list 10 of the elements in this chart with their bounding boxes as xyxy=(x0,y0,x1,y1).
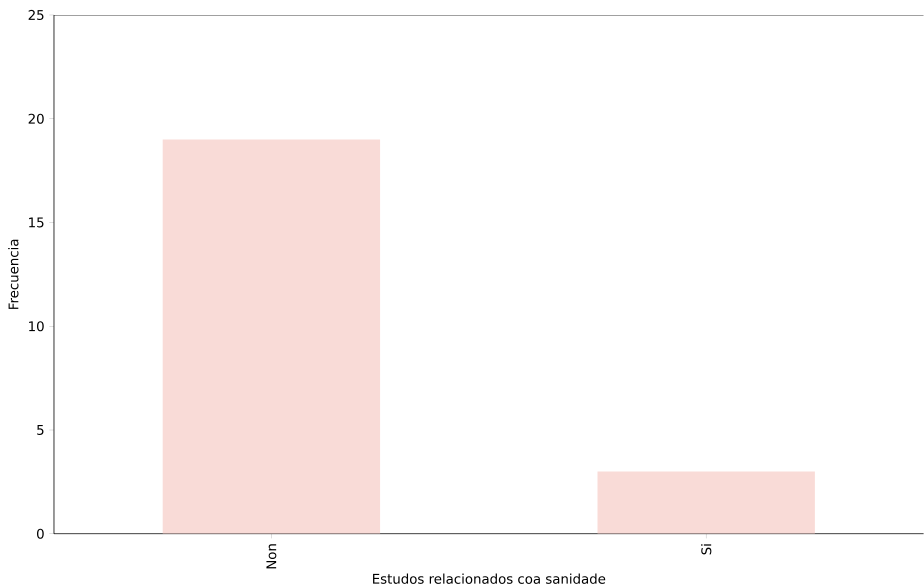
x-axis-title: Estudos relacionados coa sanidade xyxy=(373,573,606,584)
x-tick-label: Non xyxy=(266,544,276,568)
y-tick-label: 0 xyxy=(37,528,44,539)
y-tick-label: 15 xyxy=(29,217,44,228)
y-tick-label: 5 xyxy=(37,424,44,435)
y-tick-label: 25 xyxy=(28,10,44,20)
y-tick-label: 20 xyxy=(28,114,44,124)
x-tick-label: Si xyxy=(701,544,712,554)
y-axis-title: Frecuencia xyxy=(8,240,18,309)
y-tick-label: 10 xyxy=(29,321,44,332)
